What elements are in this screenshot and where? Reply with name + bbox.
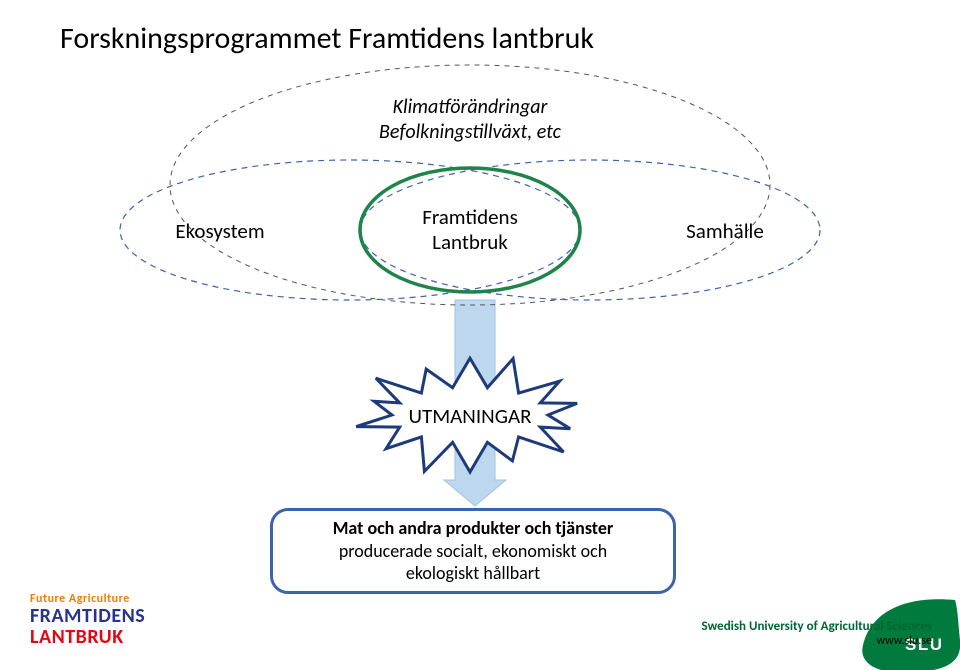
output-line2: producerade socialt, ekonomiskt och: [339, 540, 607, 563]
footer-left-logo: Future Agriculture FRAMTIDENS LANTBRUK: [30, 593, 145, 648]
context-line1: Klimatförändringar: [370, 95, 570, 119]
venn-center-label-2: Lantbruk: [395, 229, 545, 255]
output-box: Mat och andra produkter och tjänster pro…: [270, 508, 676, 594]
footer-url: www.slu.se: [702, 634, 932, 648]
venn-center-label-1: Framtidens: [395, 204, 545, 230]
venn-left-label: Ekosystem: [145, 218, 295, 244]
context-line2: Befolkningstillväxt, etc: [345, 120, 595, 144]
output-line3: ekologiskt hållbart: [406, 562, 540, 585]
footer-university: Swedish University of Agricultural Scien…: [702, 619, 932, 634]
output-line1: Mat och andra produkter och tjänster: [333, 517, 614, 540]
venn-right-label: Samhälle: [650, 218, 800, 244]
footer-left-line3: LANTBRUK: [30, 627, 145, 648]
footer-right: Swedish University of Agricultural Scien…: [702, 619, 932, 648]
burst-label: UTMANINGAR: [380, 403, 560, 429]
slide: Forskningsprogrammet Framtidens lantbruk…: [0, 0, 960, 670]
footer-left-line2: FRAMTIDENS: [30, 606, 145, 627]
